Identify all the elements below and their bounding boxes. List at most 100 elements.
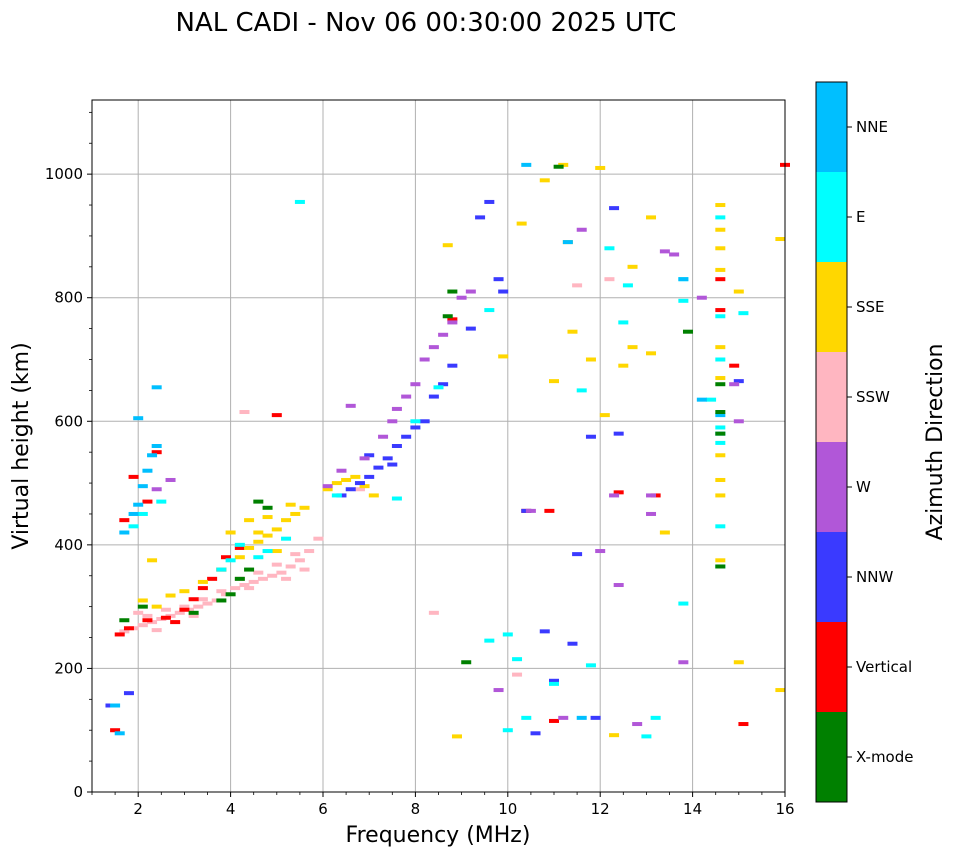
data-point: [244, 518, 255, 523]
data-point: [294, 558, 305, 563]
data-point: [137, 598, 148, 603]
data-point: [512, 657, 523, 662]
data-point: [549, 681, 559, 686]
data-point: [267, 573, 278, 578]
y-tick-label: 1000: [45, 165, 83, 183]
data-point: [493, 688, 504, 693]
data-point: [364, 474, 375, 479]
colorbar-label: Azimuth Direction: [923, 343, 948, 540]
data-point: [156, 499, 167, 504]
data-point: [646, 511, 657, 516]
data-point: [539, 629, 550, 634]
data-point: [484, 638, 495, 643]
data-point: [387, 419, 398, 424]
data-point: [262, 515, 273, 520]
data-point: [119, 629, 130, 634]
data-point: [410, 382, 421, 387]
data-point: [715, 431, 726, 436]
data-point: [428, 610, 439, 615]
data-point: [373, 465, 384, 470]
data-point: [345, 403, 356, 408]
data-point: [572, 552, 583, 557]
data-point: [160, 607, 171, 612]
data-point: [715, 564, 726, 569]
data-point: [137, 511, 148, 516]
data-point: [539, 178, 550, 183]
data-point: [738, 311, 749, 316]
data-point: [197, 586, 208, 591]
x-axis-ticks: 2 4 6 8 10 12 14 16: [91, 792, 795, 818]
data-point: [401, 394, 412, 399]
colorbar-swatch: [816, 442, 847, 532]
data-point: [715, 453, 726, 458]
x-tick-label: 14: [683, 800, 702, 818]
data-point: [659, 249, 670, 254]
data-point: [516, 221, 527, 226]
colorbar-tick-label: E: [856, 208, 865, 226]
data-point: [322, 484, 333, 489]
data-point: [147, 453, 158, 458]
data-point: [142, 499, 153, 504]
data-point: [498, 289, 509, 294]
data-point: [715, 558, 726, 563]
data-point: [368, 493, 379, 498]
series-w: [151, 227, 744, 727]
data-point: [715, 382, 726, 387]
data-point: [285, 502, 296, 507]
data-point: [419, 357, 430, 362]
data-point: [387, 462, 398, 467]
data-point: [354, 481, 365, 486]
data-point: [234, 542, 245, 547]
data-point: [544, 508, 555, 513]
data-point: [151, 487, 162, 492]
data-point: [110, 703, 121, 708]
data-point: [331, 481, 342, 486]
data-point: [715, 493, 726, 498]
data-point: [313, 536, 324, 541]
data-point: [613, 431, 624, 436]
data-point: [484, 308, 495, 313]
data-point: [110, 728, 121, 733]
data-point: [585, 357, 596, 362]
y-axis-ticks: 0 200 400 600 800 1000: [45, 111, 92, 801]
data-point: [775, 688, 786, 693]
data-point: [604, 246, 615, 251]
series-sse: [137, 162, 786, 739]
data-point: [590, 715, 601, 720]
data-point: [257, 576, 268, 581]
data-point: [262, 533, 273, 538]
data-point: [715, 524, 726, 529]
data-point: [498, 354, 509, 359]
data-point: [715, 345, 726, 350]
data-point: [119, 530, 130, 535]
data-point: [197, 579, 208, 584]
data-point: [271, 562, 282, 567]
x-tick-label: 10: [498, 800, 517, 818]
data-point: [678, 601, 689, 606]
data-point: [290, 511, 301, 516]
x-tick-label: 4: [226, 800, 236, 818]
data-point: [216, 589, 227, 594]
data-point: [715, 376, 726, 381]
colorbar-tick-label: SSE: [856, 298, 885, 316]
data-point: [142, 613, 153, 618]
data-point: [659, 530, 670, 535]
data-point: [285, 564, 296, 569]
data-point: [585, 663, 596, 668]
data-point: [165, 477, 176, 482]
data-point: [322, 487, 333, 492]
y-tick-label: 800: [54, 289, 83, 307]
data-point: [244, 567, 255, 572]
data-point: [775, 237, 786, 242]
data-point: [447, 289, 458, 294]
data-point: [137, 604, 148, 609]
data-point: [696, 397, 707, 402]
data-point: [299, 505, 310, 510]
data-point: [442, 243, 453, 248]
data-point: [493, 277, 504, 282]
data-point: [715, 314, 726, 319]
data-point: [262, 505, 273, 510]
data-point: [618, 363, 629, 368]
data-point: [729, 382, 740, 387]
colorbar-tick-label: W: [856, 478, 871, 496]
